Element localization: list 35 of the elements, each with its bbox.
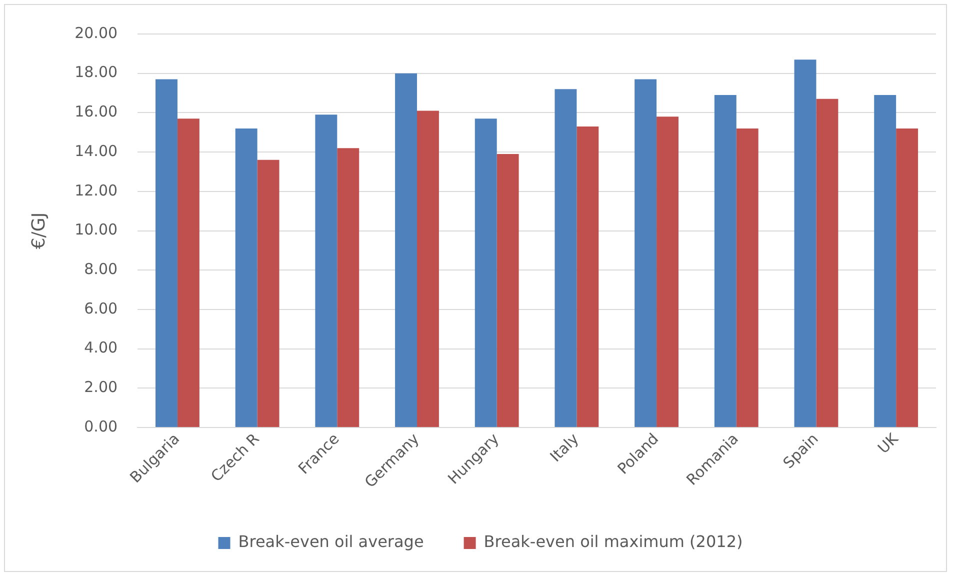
y-tick-label: 0.00	[84, 417, 118, 436]
y-tick-label: 14.00	[74, 142, 118, 160]
bar	[496, 154, 519, 428]
bar	[714, 94, 736, 428]
y-tick-label: 10.00	[74, 220, 118, 239]
y-tick-label: 20.00	[74, 24, 118, 42]
bar	[417, 110, 439, 428]
y-tick-label: 6.00	[84, 299, 118, 318]
bar	[395, 73, 417, 428]
bar	[874, 94, 896, 428]
bar	[474, 118, 497, 428]
bar	[337, 148, 360, 428]
bar	[736, 128, 758, 428]
y-tick-label: 8.00	[84, 260, 118, 278]
y-tick-label: 12.00	[74, 181, 118, 200]
y-tick-label: 2.00	[84, 378, 118, 396]
x-tick-label: UK	[874, 428, 902, 458]
bar	[554, 89, 577, 428]
bar	[576, 126, 599, 428]
bar	[816, 98, 838, 428]
bar	[656, 116, 678, 428]
legend-label: Break-even oil maximum (2012)	[484, 532, 743, 552]
y-tick-label: 16.00	[74, 102, 118, 121]
y-tick-label: 18.00	[74, 63, 118, 82]
bar	[794, 60, 816, 428]
bar	[257, 160, 280, 428]
bar	[634, 79, 657, 428]
legend-label: Break-even oil average	[238, 532, 424, 552]
bar	[156, 79, 178, 428]
bar	[235, 128, 258, 428]
y-tick-label: 4.00	[84, 338, 118, 357]
bar	[315, 114, 338, 428]
bar	[896, 128, 918, 428]
y-axis-title: €/GJ	[28, 212, 50, 250]
bar	[177, 118, 200, 428]
